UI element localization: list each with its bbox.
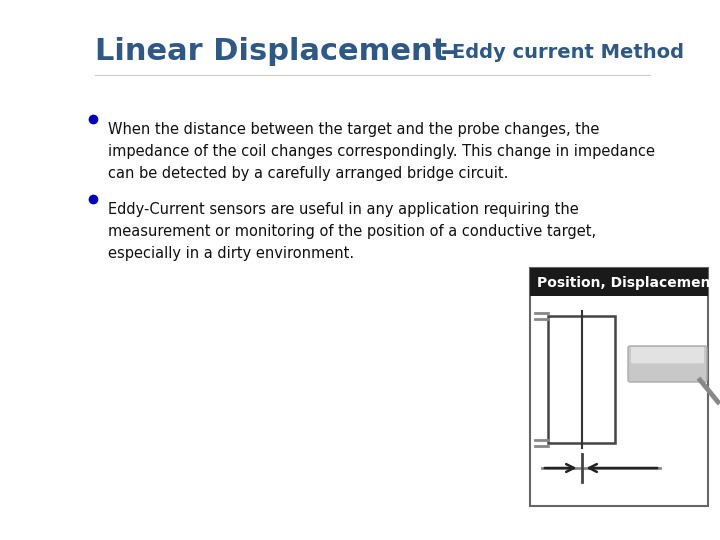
Text: Position, Displacement: Position, Displacement xyxy=(537,276,717,290)
Text: can be detected by a carefully arranged bridge circuit.: can be detected by a carefully arranged … xyxy=(108,166,508,181)
Bar xyxy=(548,316,615,443)
Text: especially in a dirty environment.: especially in a dirty environment. xyxy=(108,246,354,261)
FancyBboxPatch shape xyxy=(631,347,704,363)
Bar xyxy=(530,268,708,296)
Text: When the distance between the target and the probe changes, the: When the distance between the target and… xyxy=(108,122,599,137)
Bar xyxy=(530,268,708,506)
Text: Eddy-Current sensors are useful in any application requiring the: Eddy-Current sensors are useful in any a… xyxy=(108,202,579,217)
Text: measurement or monitoring of the position of a conductive target,: measurement or monitoring of the positio… xyxy=(108,224,596,239)
Text: Eddy current Method: Eddy current Method xyxy=(452,43,684,62)
Text: Linear Displacement: Linear Displacement xyxy=(95,37,447,66)
Text: impedance of the coil changes correspondingly. This change in impedance: impedance of the coil changes correspond… xyxy=(108,144,655,159)
FancyBboxPatch shape xyxy=(628,346,707,382)
Text: –: – xyxy=(430,37,467,66)
